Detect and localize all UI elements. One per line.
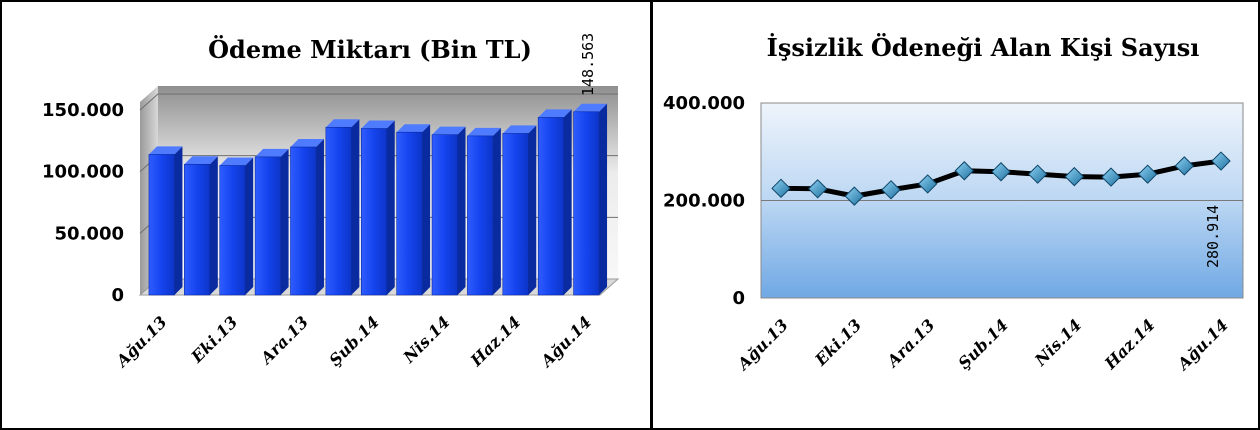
payment-amount-chart: 0 50.000 100.000 150.000 Ağu.13 Eki.13 Ara.13… <box>42 33 620 372</box>
bar-side-face <box>174 146 183 295</box>
bar-ara-13 <box>290 139 324 296</box>
line-x-tick-label: Nis.14 <box>1030 315 1085 370</box>
line-point-oca-14 <box>954 161 975 181</box>
bar-front-face <box>396 131 423 296</box>
bar-side-face <box>315 139 324 295</box>
bar-front-face <box>325 126 352 296</box>
bar-side-face <box>492 127 501 296</box>
bar--ub-14 <box>360 120 395 296</box>
bar-y-tick-label: 150.000 <box>42 100 124 121</box>
bar-y-tick-label: 50.000 <box>55 223 124 244</box>
line-y-tick-label: 400.000 <box>663 93 745 114</box>
bar-haz-14 <box>502 125 537 296</box>
bar-eki-13 <box>219 157 254 296</box>
bar-front-face <box>467 135 494 296</box>
bar-x-tick-label: Nis.14 <box>399 312 454 367</box>
bar-mar-14 <box>396 124 431 296</box>
bar-nis-14 <box>431 126 466 296</box>
bar-data-label: 148.563 <box>579 33 597 96</box>
bar-front-face <box>254 156 281 296</box>
line-y-tick-label: 0 <box>732 288 745 309</box>
bar-x-tick-label: Haz.14 <box>466 312 524 370</box>
bar-side-face <box>209 156 218 295</box>
line-data-label: 280.914 <box>1204 205 1222 268</box>
bar-side-face <box>457 126 466 296</box>
bar-side-face <box>351 119 360 296</box>
panel-divider <box>650 0 653 430</box>
line-point-nis-14 <box>1064 166 1085 187</box>
bar-side-face <box>599 103 608 295</box>
bar-x-tick-label: Ağu.13 <box>111 312 170 371</box>
line-point-mar-14 <box>1027 164 1048 184</box>
bar-a-u-14 <box>573 103 608 296</box>
bar-top-face <box>325 119 360 128</box>
bar-eyl-13 <box>184 156 218 296</box>
bar-front-face <box>219 165 246 296</box>
line-chart-title: İşsizlik Ödeneği Alan Kişi Sayısı <box>767 33 1200 62</box>
line-x-tick-label: Şub.14 <box>954 315 1011 372</box>
bar-side-face <box>280 148 289 295</box>
bar-a-u-13 <box>148 146 183 296</box>
bar-top-face <box>502 125 537 134</box>
line-point-a-u-13 <box>771 178 791 199</box>
line-y-tick-label: 200.000 <box>663 191 745 212</box>
bar-top-face <box>255 148 289 157</box>
line-point-ara-13 <box>917 174 938 194</box>
bar-x-tick-label: Ara.13 <box>255 312 312 369</box>
line-x-tick-label: Ara.13 <box>882 315 939 372</box>
bar-top-face <box>219 157 254 166</box>
bar-front-face <box>431 134 458 296</box>
bar-top-face <box>148 146 183 155</box>
bar-may-14 <box>467 127 501 296</box>
bar-y-tick-label: 100.000 <box>42 162 124 183</box>
line-x-tick-label: Haz.14 <box>1100 315 1158 373</box>
bar-front-face <box>360 128 388 296</box>
bar-y-tick-label: 0 <box>111 285 124 306</box>
line-x-tick-label: Ağu.14 <box>1172 315 1231 374</box>
line-x-tick-label: Eki.13 <box>811 315 866 370</box>
bar-side-face <box>245 157 254 295</box>
bar-kas-13 <box>254 148 289 296</box>
bar-front-face <box>184 163 211 296</box>
bar-top-face <box>573 103 608 112</box>
bar-gridline <box>139 93 618 111</box>
bar-top-face <box>396 124 431 133</box>
bar-side-face <box>386 120 395 295</box>
bar-side-face <box>563 109 572 296</box>
bar-side-face <box>422 124 431 295</box>
line-point-haz-14 <box>1137 164 1158 184</box>
line-x-tick-label: Ağu.13 <box>732 315 791 374</box>
line-point-tem-14 <box>1174 156 1195 176</box>
line-point-kas-13 <box>881 180 901 200</box>
bar-top-face <box>184 156 218 165</box>
line-point-eyl-13 <box>807 179 828 199</box>
bar-front-face <box>573 111 600 296</box>
bar-side-face <box>528 125 537 295</box>
line-point-may-14 <box>1101 167 1121 187</box>
bar-top-face <box>538 109 572 118</box>
bar-tem-14 <box>537 109 572 296</box>
bar-top-face <box>432 126 466 135</box>
line-point-eki-13 <box>844 186 865 206</box>
bar-front-face <box>148 154 175 296</box>
bar-front-face <box>537 117 564 296</box>
bar-x-tick-label: Eki.13 <box>187 312 242 367</box>
line-point-a-u-14 <box>1211 151 1231 171</box>
bar-x-tick-label: Şub.14 <box>325 312 382 369</box>
bar-chart-title: Ödeme Miktarı (Bin TL) <box>208 35 532 64</box>
bar-top-face <box>467 127 501 136</box>
bar-oca-14 <box>325 119 360 296</box>
bar-top-face <box>290 139 324 147</box>
unemployment-recipients-chart: 0 200.000 400.000 Ağu.13 Eki.13 Ara.13 Şub.14… <box>663 33 1244 375</box>
line-point--ub-14 <box>991 162 1011 182</box>
bar-front-face <box>290 146 317 296</box>
bar-x-tick-label: Ağu.14 <box>536 312 595 371</box>
bar-front-face <box>502 133 529 296</box>
bar-top-face <box>361 120 395 129</box>
